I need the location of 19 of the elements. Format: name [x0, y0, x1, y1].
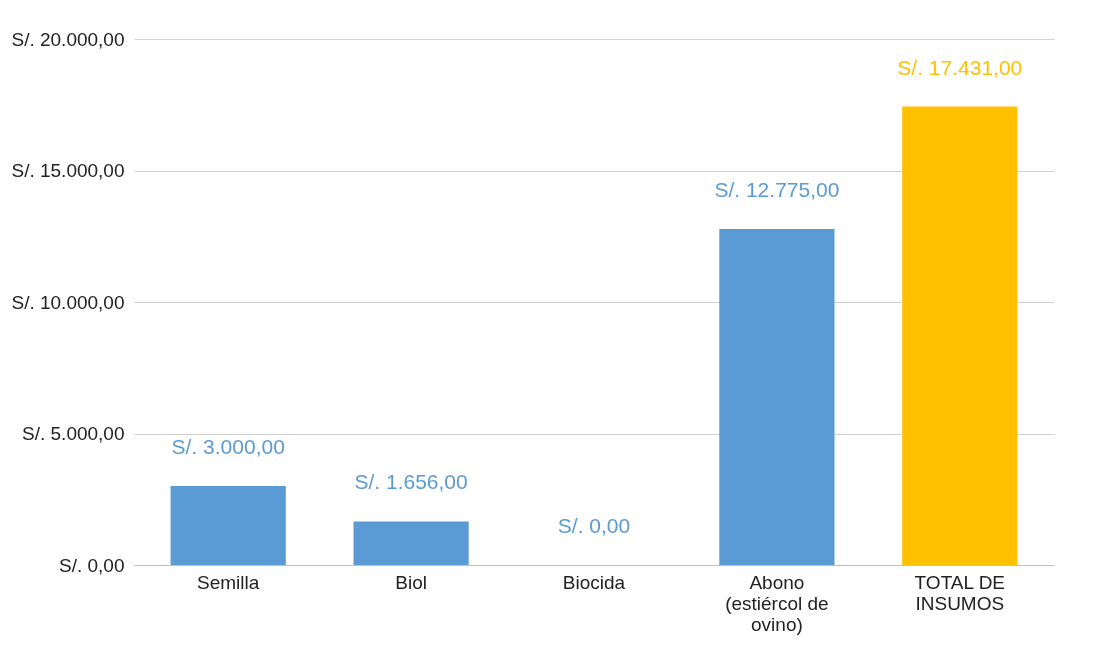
data-label: S/. 12.775,00	[714, 178, 840, 202]
bar	[170, 486, 286, 565]
y-tick-label: S/. 15.000,00	[11, 160, 125, 181]
x-tick-label: Biol	[395, 571, 427, 593]
data-label: S/. 1.656,00	[354, 470, 468, 494]
y-tick-label: S/. 10.000,00	[11, 291, 125, 313]
data-label: S/. 3.000,00	[171, 435, 285, 459]
y-tick-label: S/. 5.000,00	[22, 423, 125, 444]
x-tick-label: TOTAL DE INSUMOS	[914, 571, 1006, 614]
x-tick-label: Abono (estiércol de ovino)	[725, 571, 829, 635]
y-tick-label: S/. 20.000,00	[11, 28, 125, 50]
bar	[719, 229, 835, 565]
x-tick-label: Biocida	[562, 571, 626, 593]
x-tick-label: Semilla	[197, 571, 260, 593]
data-label: S/. 17.431,00	[897, 55, 1023, 79]
y-tick-label: S/. 0,00	[59, 554, 125, 576]
bar	[902, 106, 1018, 565]
bar	[353, 521, 469, 565]
data-label: S/. 0,00	[557, 514, 631, 537]
